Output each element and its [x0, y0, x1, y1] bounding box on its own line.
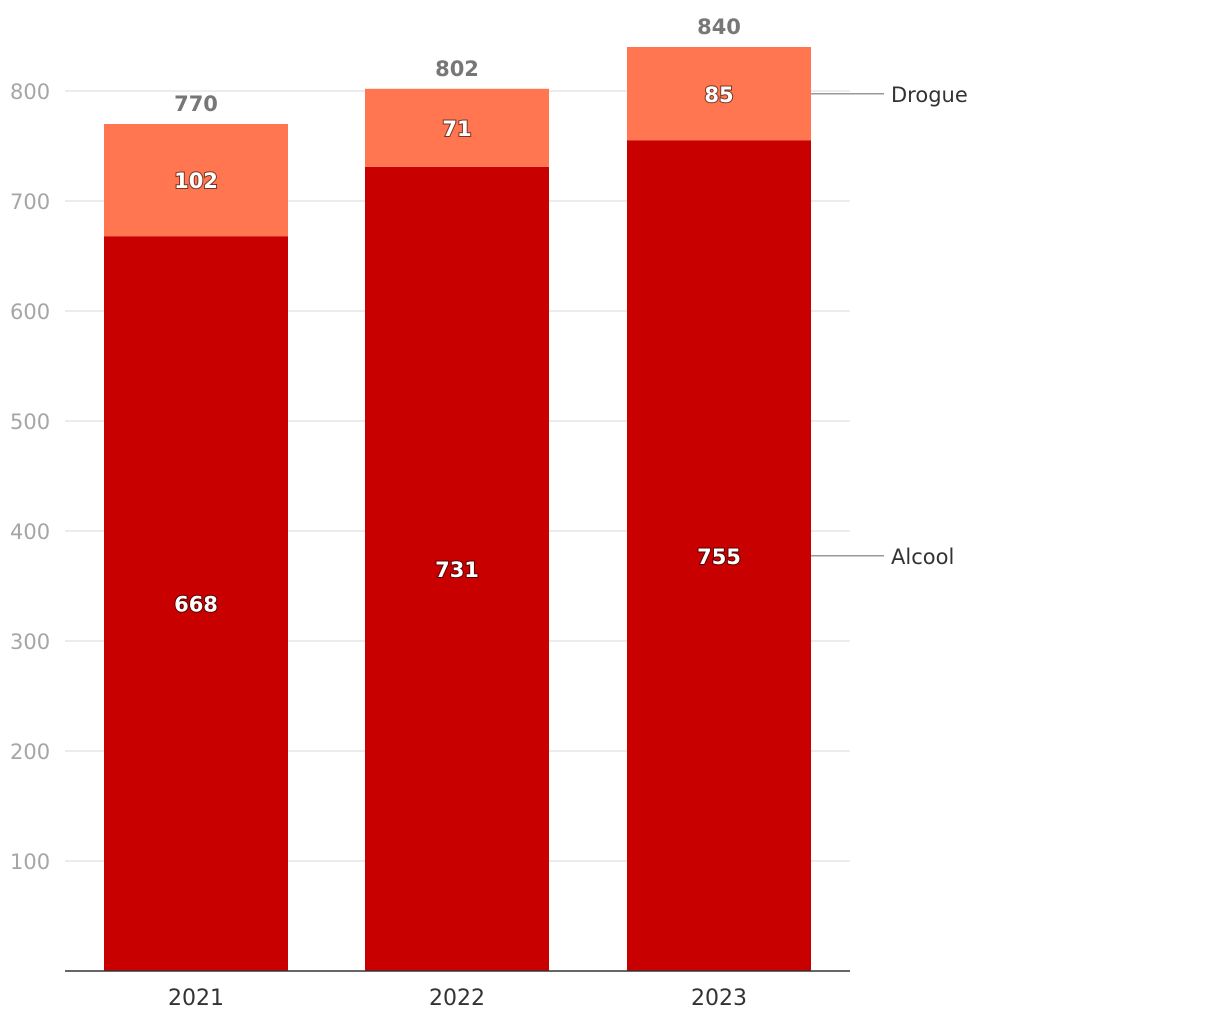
bar-segment-alcool — [365, 166, 549, 971]
total-label: 840 — [697, 15, 741, 39]
bar-segment-alcool — [627, 140, 811, 971]
y-tick-label: 100 — [10, 850, 50, 874]
bar-segment-drogue — [627, 47, 811, 141]
x-tick-label: 2022 — [429, 986, 485, 1011]
x-axis-ticks: 2021 2022 2023 — [168, 986, 747, 1011]
bar-segment-alcool — [104, 236, 288, 971]
y-tick-label: 500 — [10, 410, 50, 434]
y-tick-label: 600 — [10, 300, 50, 324]
total-labels: 770 802 840 — [174, 15, 741, 116]
series-label-alcool: Alcool — [891, 545, 954, 569]
y-tick-label: 700 — [10, 190, 50, 214]
total-label: 802 — [435, 57, 479, 81]
data-label-alcool: 668 — [174, 593, 218, 617]
series-labels: Drogue Alcool — [811, 83, 968, 569]
y-tick-label: 800 — [10, 80, 50, 104]
y-tick-label: 400 — [10, 520, 50, 544]
segment-labels: 668 102 731 71 755 85 — [173, 82, 742, 618]
series-label-drogue: Drogue — [891, 83, 968, 107]
y-tick-label: 200 — [10, 740, 50, 764]
bars — [104, 47, 811, 971]
x-tick-label: 2021 — [168, 986, 224, 1011]
data-label-drogue: 71 — [442, 117, 471, 141]
data-label-alcool: 731 — [435, 558, 479, 582]
y-axis-ticks: 100 200 300 400 500 600 700 800 — [10, 80, 50, 874]
total-label: 770 — [174, 92, 218, 116]
bar-segment-drogue — [104, 124, 288, 237]
data-label-alcool: 755 — [697, 545, 741, 569]
bar-segment-drogue — [365, 88, 549, 167]
y-tick-label: 300 — [10, 630, 50, 654]
x-tick-label: 2023 — [691, 986, 747, 1011]
data-label-drogue: 85 — [704, 83, 733, 107]
data-label-drogue: 102 — [174, 169, 218, 193]
